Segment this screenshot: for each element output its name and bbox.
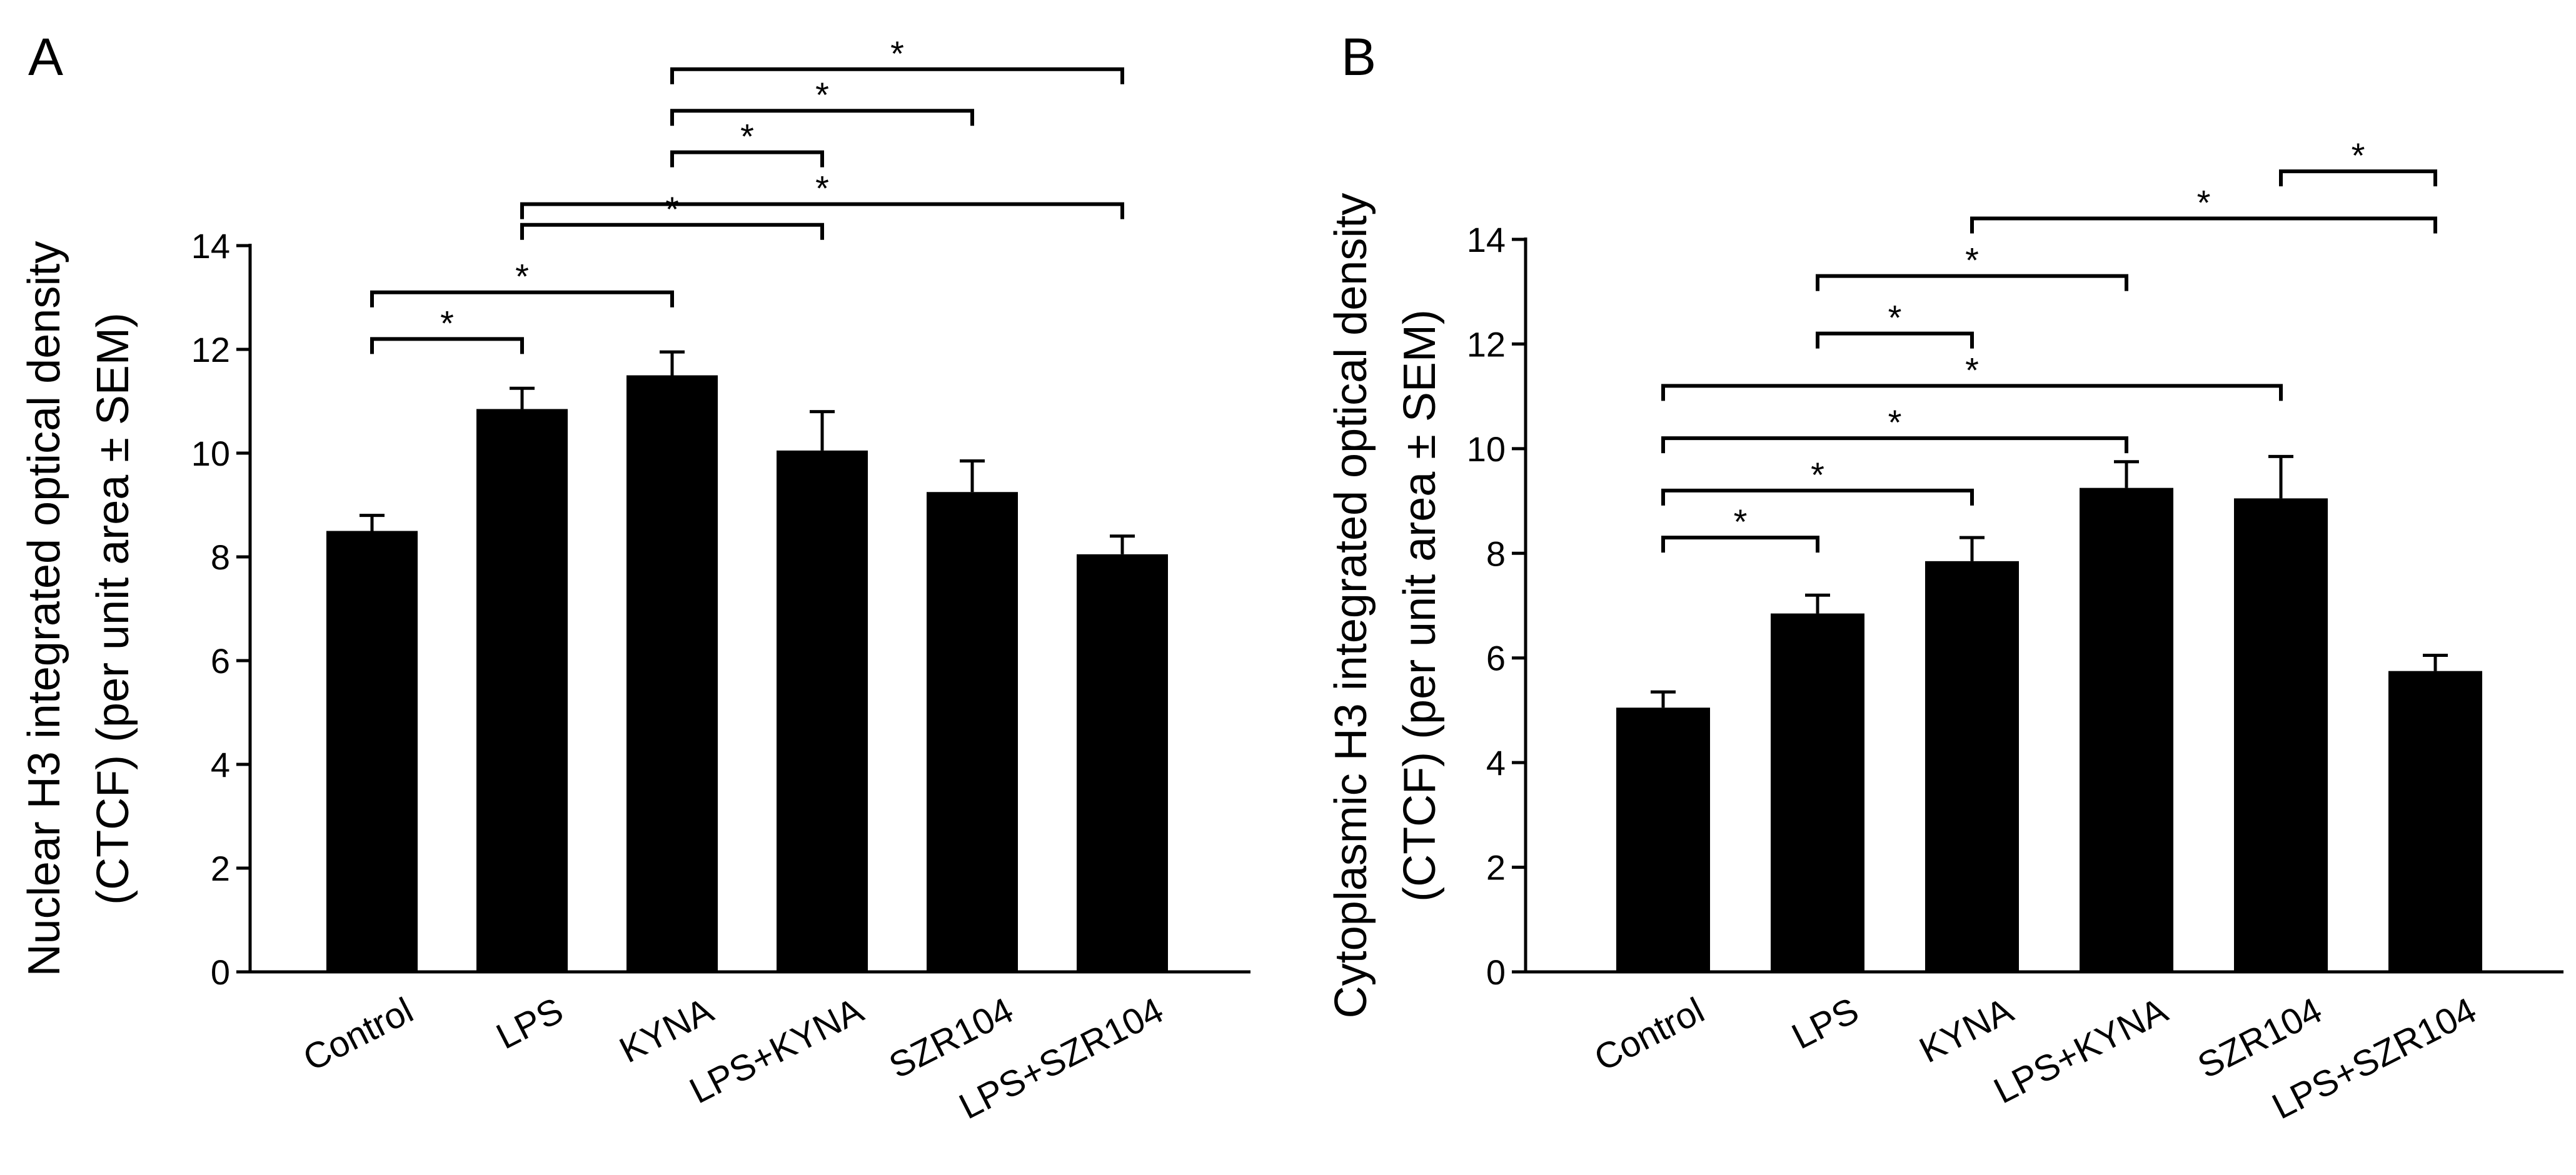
y-tick-label: 0	[211, 952, 230, 992]
significance-bracket	[1816, 274, 2128, 291]
y-tick-label: 4	[211, 745, 230, 784]
bar-kyna	[1925, 561, 2019, 972]
y-axis-title-line: (CTCF) (per unit area ± SEM)	[1395, 309, 1445, 902]
significance-bracket	[670, 109, 974, 126]
significance-bracket	[670, 67, 1124, 84]
y-axis-title-line: (CTCF) (per unit area ± SEM)	[88, 312, 138, 905]
x-tick-label: Control	[297, 990, 420, 1079]
significance-star: *	[1888, 402, 1902, 442]
bar-lps-plus-szr104	[2388, 671, 2482, 972]
y-tick-label: 2	[211, 849, 230, 888]
panel-b: B Cytoplasmic H3 integrated optical densi…	[1326, 28, 2563, 1127]
significance-star: *	[1811, 455, 1824, 494]
y-tick-label: 6	[1486, 639, 1506, 678]
y-axis-title-line: Nuclear H3 integrated optical density	[19, 241, 69, 977]
significance-bracket	[1661, 384, 2283, 401]
y-tick-label: 10	[1467, 429, 1506, 469]
bar-szr104	[927, 492, 1018, 972]
y-tick-label: 12	[191, 330, 230, 369]
significance-bracket	[1661, 488, 1974, 506]
significance-bracket	[370, 337, 524, 354]
bar-lps	[1771, 613, 1864, 972]
y-tick-label: 12	[1467, 324, 1506, 364]
significance-star: *	[740, 117, 754, 156]
y-tick-label: 0	[1486, 952, 1506, 992]
bar-lps	[476, 409, 568, 972]
significance-star: *	[2352, 136, 2365, 175]
significance-bracket	[2279, 169, 2437, 187]
y-tick-label: 2	[1486, 848, 1506, 888]
significance-star: *	[515, 257, 529, 296]
x-tick-label: LPS	[1786, 990, 1865, 1058]
significance-bracket	[670, 150, 824, 168]
significance-star: *	[890, 34, 904, 73]
bar-lps-plus-kyna	[2080, 488, 2173, 972]
y-tick-label: 10	[191, 434, 230, 473]
bar-control	[326, 531, 418, 972]
x-tick-label: LPS+KYNA	[1988, 990, 2174, 1112]
panel-a: A Nuclear H3 integrated optical density (C…	[19, 28, 1250, 1127]
bar-control	[1616, 708, 1710, 972]
significance-star: *	[1965, 350, 1979, 389]
y-tick-label: 4	[1486, 743, 1506, 782]
significance-star: *	[815, 169, 829, 208]
x-tick-label: Control	[1588, 990, 1711, 1079]
x-tick-label: KYNA	[1913, 990, 2020, 1071]
panel-label: A	[28, 28, 63, 86]
significance-bracket	[1661, 536, 1819, 553]
significance-bracket	[520, 202, 1124, 219]
bar-lps-plus-szr104	[1077, 554, 1168, 972]
y-tick-label: 6	[211, 641, 230, 681]
bar-szr104	[2234, 498, 2328, 972]
y-axis-title-line: Cytoplasmic H3 integrated optical densit…	[1326, 193, 1376, 1019]
significance-star: *	[1734, 502, 1748, 541]
significance-star: *	[2197, 183, 2211, 222]
significance-star: *	[665, 189, 679, 229]
bar-lps-plus-kyna	[777, 450, 868, 972]
x-tick-label: LPS	[490, 990, 570, 1058]
significance-bracket	[1816, 331, 1974, 349]
bar-kyna	[626, 375, 718, 972]
significance-bracket	[370, 290, 674, 308]
y-tick-label: 8	[211, 538, 230, 577]
significance-star: *	[1888, 298, 1902, 338]
panel-label: B	[1341, 28, 1376, 86]
significance-bracket	[520, 222, 824, 240]
x-tick-label: KYNA	[613, 990, 720, 1071]
significance-bracket	[1661, 436, 2128, 454]
y-tick-label: 8	[1486, 534, 1506, 573]
significance-bracket	[1970, 216, 2437, 234]
significance-star: *	[815, 75, 829, 114]
y-tick-label: 14	[191, 226, 230, 266]
significance-star: *	[1965, 241, 1979, 280]
significance-star: *	[440, 303, 454, 342]
y-tick-label: 14	[1467, 220, 1506, 259]
x-tick-label: LPS+KYNA	[683, 990, 870, 1112]
